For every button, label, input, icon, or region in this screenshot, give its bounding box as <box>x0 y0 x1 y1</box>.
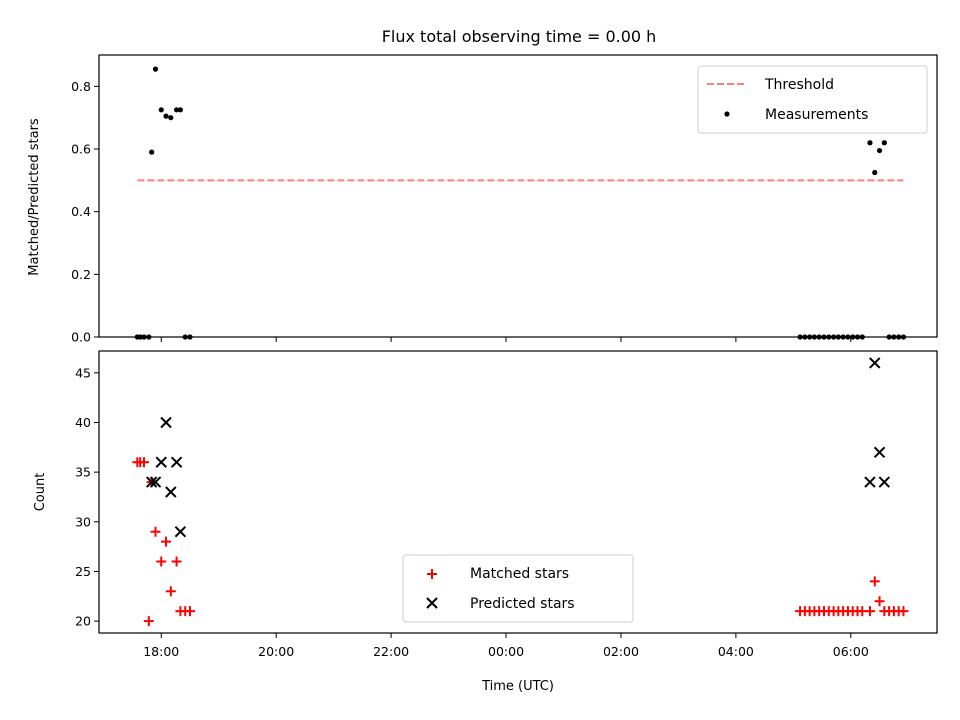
matched-stars-point <box>156 556 167 567</box>
x-tick-label: 20:00 <box>258 644 294 659</box>
measurements-legend-label: Measurements <box>765 107 868 123</box>
predicted-stars-legend-label: Predicted stars <box>470 596 575 612</box>
y-tick-label: 0.8 <box>71 79 91 94</box>
top-axes-frame <box>98 54 938 338</box>
predicted-stars-point <box>878 476 891 488</box>
predicted-stars-point <box>155 456 167 468</box>
measurement-point <box>163 113 169 119</box>
measurement-point <box>177 107 184 113</box>
measurement-point <box>149 149 155 155</box>
matched-stars-point <box>869 576 880 587</box>
measurements-legend-swatch <box>724 111 730 117</box>
y-tick-label: 0.0 <box>71 330 91 345</box>
measurement-point <box>876 147 883 154</box>
top-y-axis-label: Matched/Predicted stars <box>27 118 42 276</box>
y-tick-label: 0.4 <box>71 204 91 219</box>
matched-stars-point <box>161 536 172 547</box>
measurement-point <box>872 169 878 176</box>
matched-stars-point <box>864 606 875 617</box>
y-tick-label: 45 <box>75 365 91 380</box>
matched-stars-point <box>150 526 161 537</box>
predicted-stars-point <box>149 476 162 488</box>
x-tick-label: 22:00 <box>373 644 409 659</box>
measurement-point <box>152 66 159 72</box>
top-legend-box <box>697 65 928 134</box>
x-tick-label: 00:00 <box>488 644 524 659</box>
y-tick-label: 0.2 <box>71 267 91 282</box>
chart-title: Flux total observing time = 0.00 h <box>382 27 657 46</box>
measurement-point <box>158 107 164 113</box>
bottom-plot-area: 20 25 30 35 40 45 18:00 20:00 22:00 00:00 02:00 04… <box>33 350 938 694</box>
matched-stars-legend-swatch <box>427 569 437 579</box>
predicted-stars-point <box>864 476 876 488</box>
y-tick-label: 0.6 <box>71 142 91 157</box>
predicted-stars-point <box>165 486 177 498</box>
y-tick-label: 20 <box>75 614 91 629</box>
top-plot-area: 0.00.20.40.60.8 Matched/Predicted stars … <box>27 54 938 345</box>
y-tick-label: 35 <box>75 465 91 480</box>
x-tick-label: 04:00 <box>718 644 754 659</box>
measurement-point <box>867 140 873 146</box>
matched-stars-legend-label: Matched stars <box>470 566 569 582</box>
bottom-axes-frame <box>98 350 938 634</box>
bottom-legend-box <box>402 554 634 623</box>
top-legend: Threshold Measurements <box>697 65 928 134</box>
y-tick-label: 25 <box>75 564 91 579</box>
matched-stars-point <box>171 556 182 567</box>
matched-stars-point <box>165 586 176 597</box>
predicted-stars-point <box>174 526 187 538</box>
predicted-stars-point <box>160 416 172 429</box>
x-tick-label: 02:00 <box>603 644 639 659</box>
threshold-legend-label: Threshold <box>764 77 834 93</box>
x-axis-label: Time (UTC) <box>481 679 554 694</box>
bottom-y-axis-label: Count <box>33 473 48 512</box>
measurement-point <box>881 140 887 146</box>
x-tick-label: 18:00 <box>143 644 179 659</box>
y-tick-label: 30 <box>75 514 91 529</box>
matched-stars-point <box>874 596 885 607</box>
matched-stars-point <box>143 616 154 627</box>
y-tick-label: 40 <box>75 415 91 430</box>
bottom-legend: Matched stars Predicted stars <box>402 554 634 623</box>
measurement-point <box>168 115 174 121</box>
predicted-stars-point <box>869 357 881 369</box>
predicted-stars-legend-swatch <box>426 597 438 609</box>
x-tick-label: 06:00 <box>833 644 869 659</box>
matched-stars-point <box>139 457 150 468</box>
matched-stars-point <box>898 606 909 617</box>
measurement-point <box>173 107 180 113</box>
predicted-stars-point <box>873 446 886 458</box>
predicted-stars-point <box>170 456 183 468</box>
matched-stars-point <box>184 606 195 617</box>
predicted-stars-point <box>145 476 158 488</box>
